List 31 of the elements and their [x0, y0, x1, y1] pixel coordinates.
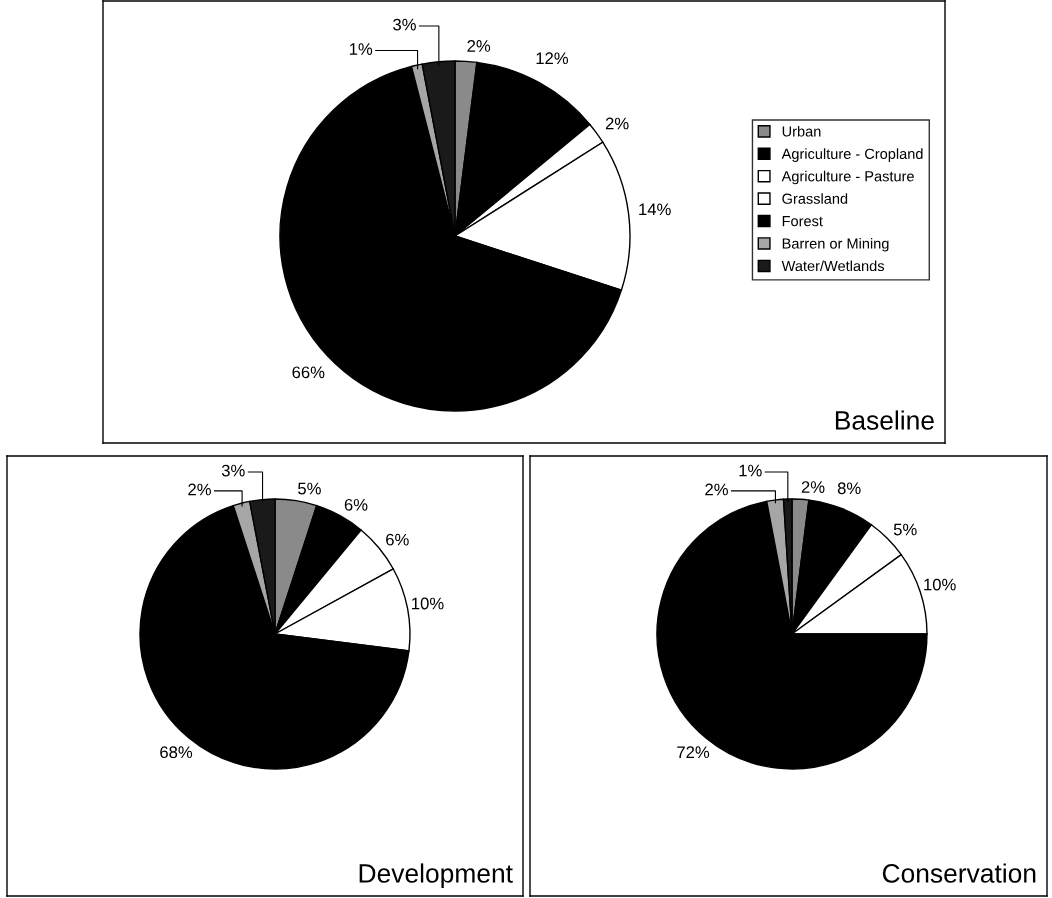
- data-label: 68%: [160, 746, 193, 759]
- legend-label: Agriculture - Pasture: [781, 170, 914, 185]
- data-label: 3%: [221, 464, 245, 477]
- data-label: 12%: [536, 52, 569, 65]
- legend-label: Forest: [782, 216, 823, 227]
- legend-label: Agriculture - Cropland: [781, 148, 923, 162]
- data-label: 72%: [677, 746, 710, 759]
- data-label: 66%: [292, 366, 325, 379]
- data-label: 1%: [739, 464, 762, 477]
- data-label: 2%: [188, 483, 211, 496]
- data-label: 2%: [605, 117, 629, 130]
- data-label: 1%: [349, 43, 373, 55]
- legend-label: Grassland: [782, 193, 848, 204]
- data-label: 14%: [639, 203, 671, 216]
- data-label: 10%: [412, 597, 444, 610]
- text: Conservation: [882, 863, 1036, 883]
- data-label: 3%: [393, 18, 416, 31]
- data-label: 8%: [837, 482, 861, 495]
- text: Baseline: [835, 410, 934, 430]
- legend-label: Urban: [782, 125, 821, 137]
- data-label: 5%: [298, 482, 321, 495]
- data-label: 5%: [893, 523, 917, 536]
- data-label: 10%: [924, 578, 956, 591]
- data-label: 2%: [705, 483, 728, 496]
- data-label: 6%: [386, 533, 409, 546]
- data-label: 2%: [467, 40, 491, 52]
- legend-label: Barren or Mining: [782, 237, 889, 252]
- data-label: 2%: [801, 481, 825, 493]
- legend-label: Water/Wetlands: [781, 260, 885, 272]
- data-label: 6%: [344, 498, 368, 511]
- text: Development: [359, 863, 513, 888]
